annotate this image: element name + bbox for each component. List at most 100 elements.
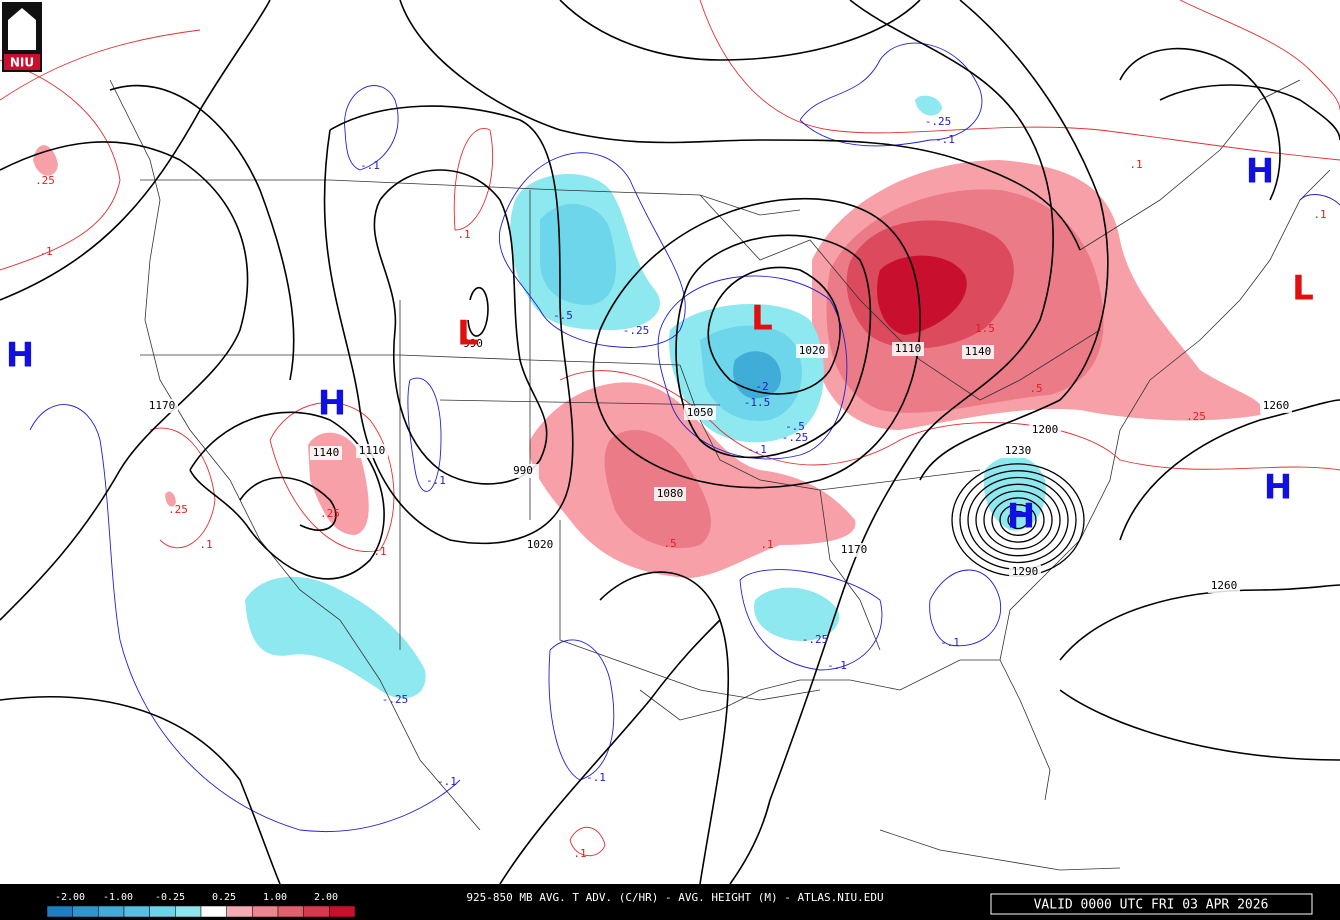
boundary-line (399, 190, 821, 701)
advection-contour (699, 0, 1340, 161)
pressure-center: H (318, 384, 346, 424)
advection-label: -.25 (382, 693, 409, 706)
colorbar-label: 2.00 (314, 892, 338, 903)
logo: NIU (2, 2, 42, 72)
advection-contour (929, 569, 1002, 647)
logo-band (4, 54, 40, 70)
advection-contour (149, 427, 216, 549)
advection-label: .1 (457, 228, 470, 241)
height-contour (109, 84, 295, 381)
advection-contour (739, 569, 883, 671)
valid-time: VALID 0000 UTC FRI 03 APR 2026 (1034, 898, 1269, 913)
boundary-line (999, 169, 1331, 661)
height-contour (0, 141, 249, 621)
pressure-center: H (1246, 152, 1274, 192)
boundary-line (140, 354, 681, 366)
height-contour (592, 198, 921, 489)
colorbar-label: -2.00 (55, 892, 85, 903)
height-label: 1170 (149, 399, 176, 412)
colorbar-label: 1.00 (263, 892, 287, 903)
advection-contour (657, 275, 848, 460)
height-contour (189, 411, 385, 580)
boundary-line (140, 179, 801, 216)
advection-label: .1 (573, 847, 586, 860)
boundary-line (819, 489, 881, 651)
boundary-line (1079, 79, 1301, 251)
height-label: 1200 (1032, 423, 1059, 436)
label-halo (962, 345, 994, 359)
height-contour (1007, 510, 1029, 530)
colorbar-cell (277, 905, 304, 918)
advection-label: .25 (168, 503, 188, 516)
colorbar-cell (98, 905, 125, 918)
height-label: 1020 (527, 538, 554, 551)
height-contour (1159, 84, 1340, 141)
height-label: 1140 (965, 345, 992, 358)
colorbar-label: 0.25 (212, 892, 236, 903)
height-contour (1119, 399, 1340, 541)
height-label: 1230 (1005, 444, 1032, 457)
colorbar-cell (200, 905, 227, 918)
colorbar-cell (175, 905, 202, 918)
advection-label: .5 (1029, 382, 1042, 395)
advection-label: -.1 (940, 636, 960, 649)
boundaries (109, 79, 1331, 871)
advection-label: -.1 (586, 771, 606, 784)
colorbar-cell (329, 905, 356, 918)
advection-label: -.1 (935, 133, 955, 146)
height-contour (999, 504, 1037, 536)
advection-label: -.25 (802, 633, 829, 646)
height-contour (599, 571, 730, 885)
shaded-area (915, 95, 942, 116)
height-contour (975, 483, 1061, 557)
height-contour (707, 266, 841, 395)
advection-label: .1 (760, 538, 773, 551)
colorbar-cell (72, 905, 99, 918)
advection-label: -2 (755, 380, 768, 393)
height-contour (399, 0, 1081, 251)
advection-label: 1.5 (975, 322, 995, 335)
advection-contour (799, 42, 983, 147)
advection-contour (269, 402, 395, 552)
advection-label: -.5 (785, 420, 805, 433)
advection-contour (1179, 0, 1340, 111)
advection-label: .1 (1129, 158, 1142, 171)
label-halo (654, 487, 686, 501)
advection-label: -.25 (782, 431, 809, 444)
height-contour (499, 619, 721, 885)
height-contour (983, 490, 1053, 550)
label-halo (1009, 565, 1041, 579)
pressure-center: L (751, 299, 773, 339)
height-contour (967, 476, 1069, 564)
advection-contour (344, 85, 399, 171)
height-label: 1110 (359, 444, 386, 457)
advection-label: -.1 (360, 159, 380, 172)
height-contour (559, 0, 921, 61)
label-halo (1208, 579, 1240, 593)
boundary-line (639, 659, 1051, 801)
height-contour (1119, 47, 1281, 201)
advection-label: -.1 (426, 474, 446, 487)
footer-title: 925-850 MB AVG. T ADV. (C/HR) - AVG. HEI… (466, 891, 883, 904)
label-halo (310, 446, 342, 460)
labels: 1170 1140 1110 990 990 1020 1050 1080 1020 1110 11… (6, 115, 1327, 860)
height-label: 1050 (687, 406, 714, 419)
colorbar-cell (226, 905, 253, 918)
height-label: 990 (463, 337, 483, 350)
advection-label: -.1 (437, 775, 457, 788)
label-halo (146, 399, 178, 413)
pressure-center: L (1292, 269, 1314, 309)
advection-label: .1 (39, 245, 52, 258)
shaded-area (983, 456, 1046, 531)
advection-label: -1.5 (744, 396, 771, 409)
height-label: 1140 (313, 446, 340, 459)
pressure-center: H (6, 336, 34, 376)
advection-label: -.25 (623, 324, 650, 337)
advection-contour (498, 152, 686, 348)
advection-contour (453, 128, 494, 231)
advection-label: .1 (199, 538, 212, 551)
label-halo (1260, 399, 1292, 413)
shaded-area (245, 576, 426, 699)
